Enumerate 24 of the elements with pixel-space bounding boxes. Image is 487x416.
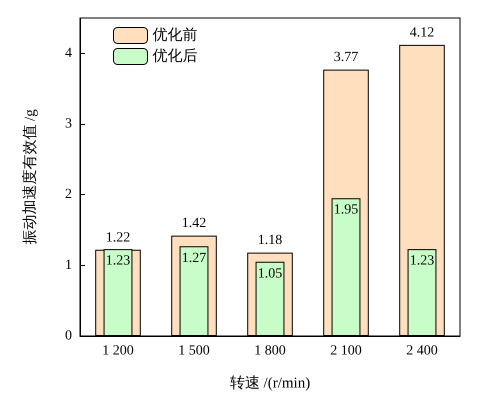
data-label: 1.42 [182, 216, 206, 232]
data-label: 4.12 [410, 25, 434, 40]
legend-label: 优化前 [152, 26, 198, 44]
y-tick-label: 1 [65, 258, 72, 273]
data-label: 1.22 [106, 230, 130, 246]
data-label: 1.23 [410, 254, 434, 269]
y-axis-title: 振动加速度有效值 /g [22, 108, 38, 245]
x-tick-label: 1 200 [102, 344, 134, 358]
data-label: 3.77 [334, 50, 358, 66]
legend-label: 优化后 [152, 48, 198, 64]
x-axis-title: 转速 /(r/min) [230, 374, 310, 392]
x-tick-label: 2 400 [406, 344, 438, 358]
data-label: 1.27 [182, 250, 206, 266]
y-tick-label: 0 [65, 328, 72, 344]
data-label: 1.23 [106, 254, 130, 269]
y-tick-label: 2 [65, 187, 72, 202]
data-label: 1.18 [258, 233, 282, 248]
data-label: 1.95 [334, 202, 358, 218]
x-tick-label: 1 800 [254, 344, 286, 358]
x-tick-label: 2 100 [330, 344, 362, 358]
x-tick-label: 1 500 [178, 344, 210, 358]
data-label: 1.05 [258, 266, 282, 282]
y-tick-label: 3 [65, 116, 72, 132]
y-tick-label: 4 [65, 46, 72, 61]
